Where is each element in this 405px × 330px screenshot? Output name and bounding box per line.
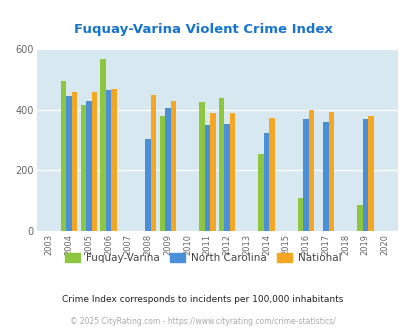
Bar <box>356 205 362 231</box>
Text: Crime Index corresponds to incidents per 100,000 inhabitants: Crime Index corresponds to incidents per… <box>62 295 343 304</box>
Bar <box>263 133 269 231</box>
Bar <box>198 102 204 231</box>
Bar <box>297 198 303 231</box>
Bar <box>269 117 274 231</box>
Bar <box>170 101 176 231</box>
Bar <box>209 113 215 231</box>
Bar <box>92 92 97 231</box>
Bar <box>367 116 373 231</box>
Bar <box>258 154 263 231</box>
Bar <box>328 112 333 231</box>
Bar <box>218 98 224 231</box>
Bar <box>322 122 328 231</box>
Legend: Fuquay-Varina, North Carolina, National: Fuquay-Varina, North Carolina, National <box>60 248 345 267</box>
Bar <box>61 81 66 231</box>
Bar <box>362 119 367 231</box>
Bar <box>106 90 111 231</box>
Bar <box>165 109 170 231</box>
Bar <box>80 106 86 231</box>
Bar <box>72 92 77 231</box>
Bar <box>303 119 308 231</box>
Bar <box>159 116 165 231</box>
Bar <box>111 89 117 231</box>
Bar <box>224 124 229 231</box>
Bar <box>229 113 235 231</box>
Bar <box>308 110 313 231</box>
Bar <box>100 58 106 231</box>
Bar <box>145 139 151 231</box>
Bar <box>86 101 92 231</box>
Text: © 2025 CityRating.com - https://www.cityrating.com/crime-statistics/: © 2025 CityRating.com - https://www.city… <box>70 317 335 326</box>
Text: Fuquay-Varina Violent Crime Index: Fuquay-Varina Violent Crime Index <box>73 23 332 36</box>
Bar <box>151 95 156 231</box>
Bar <box>66 96 72 231</box>
Bar <box>204 125 209 231</box>
